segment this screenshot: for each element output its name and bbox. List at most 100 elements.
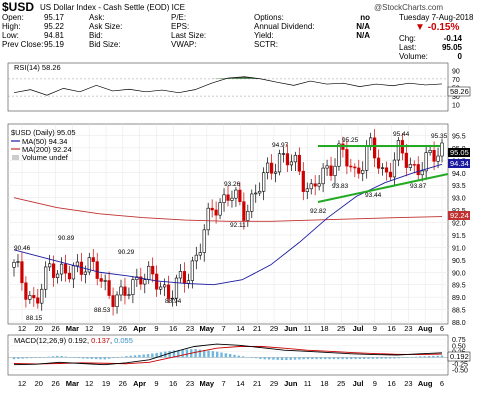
macd-histogram-bar <box>185 349 189 358</box>
date-tick-label: Apr <box>133 379 146 388</box>
candle-body <box>59 263 64 275</box>
candle-body <box>388 171 393 178</box>
candle-body <box>273 171 278 174</box>
date-tick-label: May <box>200 324 215 333</box>
rsi-tick-label: 30 <box>452 94 460 101</box>
candle-body <box>361 170 365 174</box>
date-tick-label: 12 <box>85 379 93 388</box>
macd-histogram-bar <box>388 357 392 359</box>
quote-labels-4: Options: Annual Dividend: Yield: SCTR: <box>254 13 315 49</box>
macd-tick-label: 0.75 <box>452 337 466 344</box>
candle-body <box>24 282 28 300</box>
date-tick-label: Mar <box>66 379 79 388</box>
macd-histogram-bar <box>207 350 210 358</box>
macd-histogram-bar <box>315 357 318 360</box>
macd-histogram-bar <box>203 350 206 358</box>
price-tick-label: 90.5 <box>452 258 466 265</box>
candle-body <box>376 157 381 169</box>
macd-histogram-bar <box>358 357 362 360</box>
candle-body <box>170 297 175 300</box>
macd-tick-label: 0.50 <box>452 343 466 350</box>
price-annotation: 93.26 <box>224 181 241 188</box>
date-tick-label: Jun <box>284 324 298 333</box>
candle-body <box>166 284 171 299</box>
macd-histogram-bar <box>138 354 141 358</box>
macd-histogram-bar <box>125 356 128 358</box>
macd-histogram-bar <box>146 354 150 358</box>
candle-body <box>190 260 194 281</box>
macd-histogram-bar <box>120 356 124 358</box>
macd-histogram-bar <box>328 357 331 360</box>
price-annotation: 93.44 <box>365 192 382 199</box>
macd-histogram-bar <box>17 357 20 359</box>
candle-body <box>269 162 274 174</box>
candle-body <box>206 207 210 231</box>
macd-histogram-bar <box>254 357 258 359</box>
candle-body <box>178 271 183 279</box>
candle-body <box>186 280 190 284</box>
macd-histogram-bar <box>177 350 180 358</box>
symbol: $USD <box>2 0 35 14</box>
price-legend: $USD (Daily) 95.05 MA(50) 94.34 MA(200) … <box>11 128 76 162</box>
rsi-tick-label: 70 <box>452 77 460 84</box>
macd-histogram-bar <box>432 355 435 358</box>
date-tick-label: Jul <box>353 324 364 333</box>
price-tick-label: 88.5 <box>452 308 466 315</box>
macd-histogram-bar <box>410 357 413 358</box>
macd-histogram-bar <box>371 357 375 359</box>
candle-body <box>329 165 333 176</box>
candle-body <box>305 188 309 192</box>
candle-body <box>20 261 24 284</box>
date-tick-label: 6 <box>440 379 444 388</box>
price-tick-label: 88.0 <box>452 320 466 327</box>
price-annotation: 95.35 <box>431 133 448 140</box>
macd-histogram-bar <box>198 349 202 358</box>
macd-histogram-bar <box>285 357 288 361</box>
change-values: -0.14 95.05 0 <box>441 34 462 61</box>
candle-body <box>226 194 230 201</box>
macd-histogram-bar <box>423 356 426 358</box>
macd-histogram-bar <box>267 357 271 360</box>
macd-histogram-bar <box>12 357 16 360</box>
candle-body <box>408 164 412 168</box>
macd-histogram-bar <box>159 352 163 358</box>
candle-body <box>238 189 242 202</box>
macd-histogram-bar <box>246 356 249 358</box>
macd-histogram-bar <box>56 355 59 358</box>
candle-body <box>325 165 329 169</box>
candle-body <box>107 280 111 296</box>
candle-body <box>28 295 32 300</box>
date-tick-label: Jun <box>284 379 298 388</box>
candle-body <box>115 294 119 307</box>
price-annotation: 95.44 <box>393 131 410 138</box>
date-tick-label: 9 <box>154 324 158 333</box>
candle-body <box>75 261 80 267</box>
candle-body <box>416 164 420 176</box>
candle-body <box>436 155 440 162</box>
candle-body <box>230 197 234 201</box>
change-labels: Chg: Last: Volume: <box>399 34 428 61</box>
candle-body <box>151 265 155 275</box>
macd-histogram-bar <box>298 357 301 360</box>
macd-histogram-bar <box>350 357 353 360</box>
instrument-name: US Dollar Index - Cash Settle (EOD) ICE <box>40 3 185 12</box>
ma200-tag-text: 92.24 <box>450 211 469 220</box>
macd-histogram-bar <box>440 355 444 358</box>
rsi-tick-label: 90 <box>452 68 460 75</box>
macd-histogram-bar <box>319 357 323 360</box>
date-tick-label: 20 <box>35 379 43 388</box>
quote-values-4: no N/A N/A <box>356 13 370 40</box>
macd-histogram-bar <box>73 357 76 358</box>
price-tick-label: 91.5 <box>452 233 466 240</box>
macd-histogram-bar <box>21 357 24 359</box>
candle-body <box>404 152 408 168</box>
candle-body <box>258 190 262 194</box>
candle-body <box>373 137 377 159</box>
macd-histogram-bar <box>220 352 223 358</box>
date-tick-label: 7 <box>222 379 226 388</box>
macd-histogram-bar <box>77 357 81 359</box>
rsi-panel <box>7 62 449 112</box>
date-tick-label: 23 <box>404 379 412 388</box>
date-tick-label: 20 <box>35 324 43 333</box>
svg-text:Volume undef: Volume undef <box>22 153 69 162</box>
